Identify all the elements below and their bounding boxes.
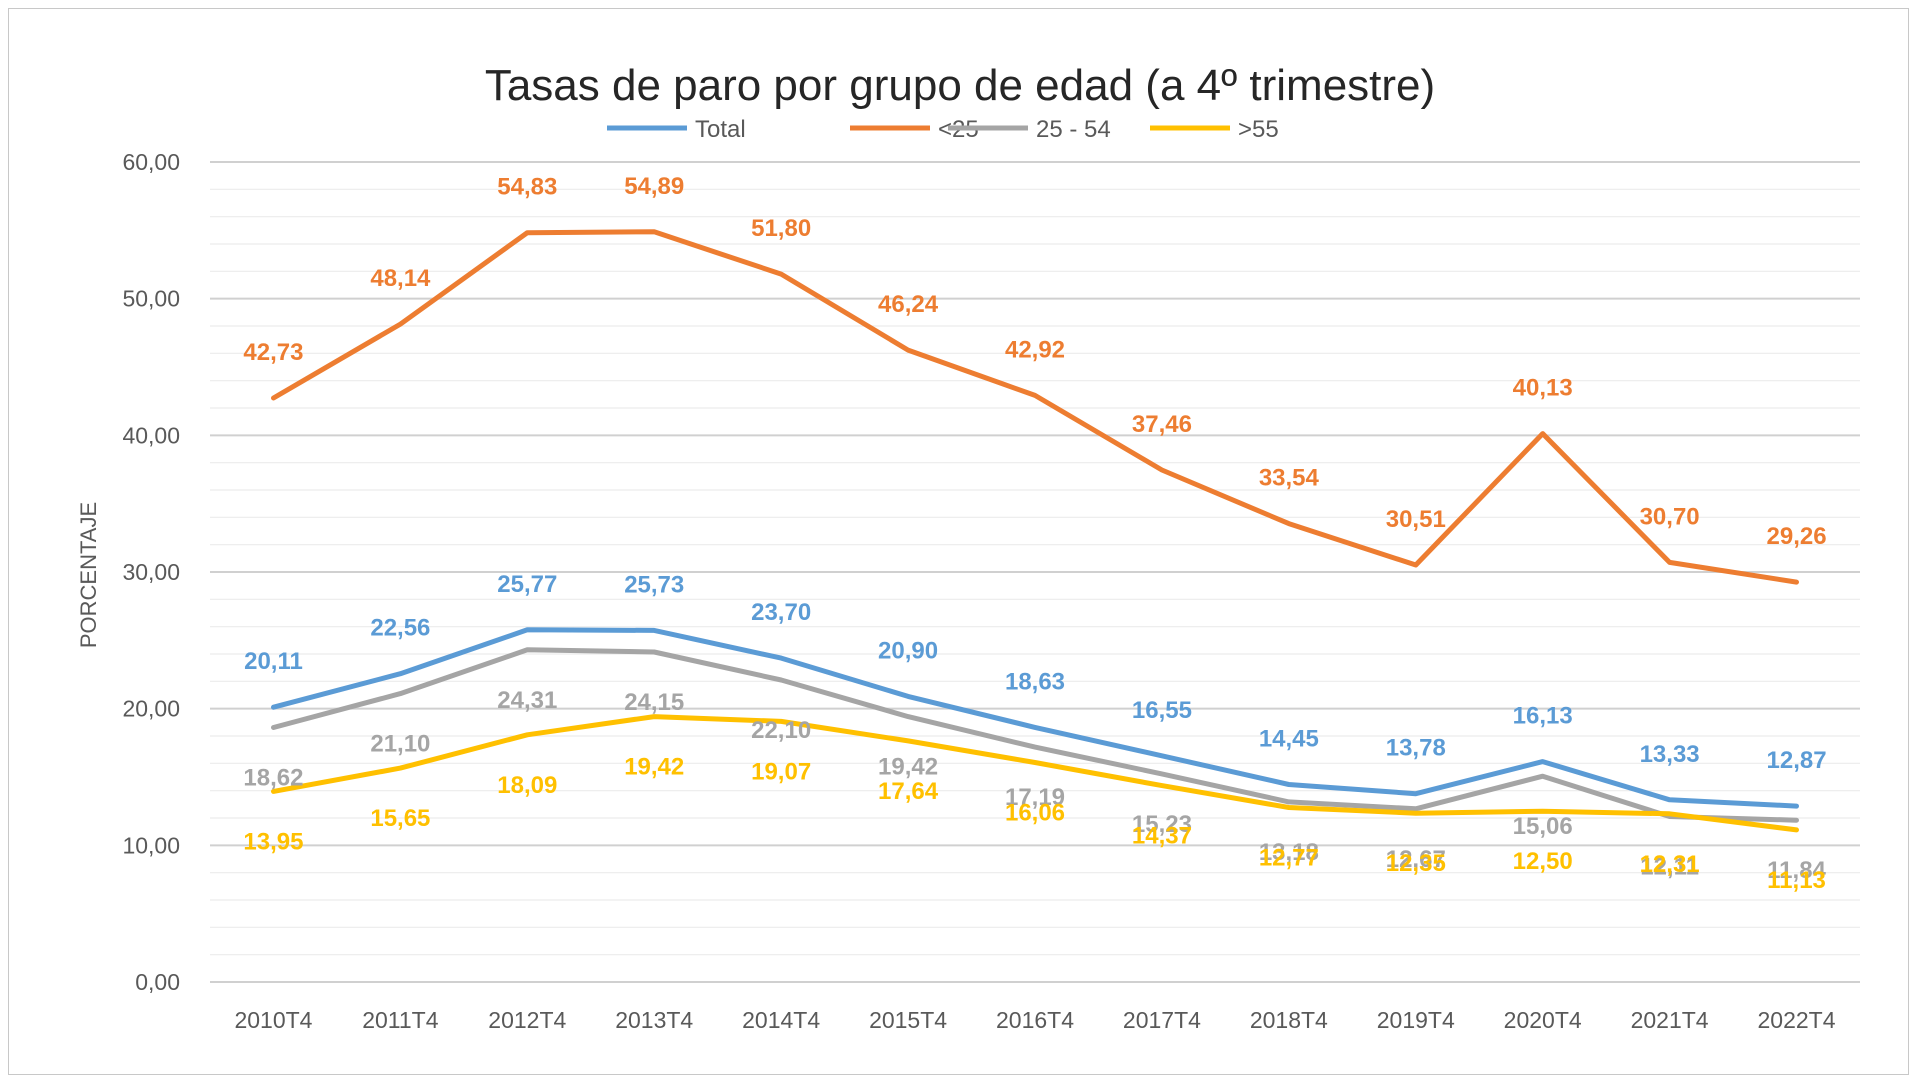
y-tick-label: 60,00 — [122, 149, 180, 175]
legend-entry: Total — [695, 116, 746, 143]
chart-title: Tasas de paro por grupo de edad (a 4º tr… — [485, 61, 1435, 110]
data-label: 18,62 — [243, 765, 303, 792]
data-label: 15,65 — [370, 805, 430, 832]
data-label: 20,11 — [244, 648, 303, 675]
data-label: 14,37 — [1132, 823, 1192, 850]
data-label: 46,24 — [878, 291, 939, 318]
data-label: 12,50 — [1513, 848, 1573, 875]
data-labels: 20,11 22,56 25,77 25,73 23,70 20,90 18,63 16,55… — [243, 173, 1826, 894]
data-label: 12,11 — [1640, 853, 1699, 880]
data-label: 54,89 — [624, 173, 684, 200]
y-tick-label: 20,00 — [122, 696, 180, 722]
data-label: 16,55 — [1132, 697, 1192, 724]
data-label: 12,31 — [1640, 851, 1700, 878]
x-tick-label: 2013T4 — [615, 1007, 693, 1033]
data-label: 51,80 — [751, 215, 811, 242]
data-label: 13,95 — [243, 828, 303, 855]
y-tick-label: 30,00 — [122, 559, 180, 585]
x-tick-label: 2014T4 — [742, 1007, 820, 1033]
data-label: 29,26 — [1767, 523, 1827, 550]
y-tick-label: 0,00 — [135, 969, 180, 995]
data-label: 24,31 — [497, 687, 557, 714]
x-tick-label: 2017T4 — [1123, 1007, 1201, 1033]
data-label: 22,10 — [751, 717, 811, 744]
data-label: 42,73 — [243, 339, 303, 366]
x-tick-label: 2022T4 — [1758, 1007, 1836, 1033]
legend: Total<2525 - 54>55 — [607, 116, 1279, 143]
data-label: 25,77 — [497, 571, 557, 598]
y-tick-label: 50,00 — [122, 286, 180, 312]
x-tick-label: 2020T4 — [1504, 1007, 1582, 1033]
data-label: 18,63 — [1005, 668, 1065, 695]
data-label: 15,06 — [1513, 813, 1573, 840]
y-tick-label: 40,00 — [122, 422, 180, 448]
data-label: 12,77 — [1259, 844, 1319, 871]
data-label: 13,18 — [1259, 839, 1319, 866]
data-label: 24,15 — [624, 689, 684, 716]
data-label: 16,13 — [1513, 703, 1573, 730]
x-tick-label: 2010T4 — [234, 1007, 312, 1033]
data-label: 48,14 — [370, 265, 431, 292]
data-label: 17,64 — [878, 778, 939, 805]
y-axis-ticks: 0,00 10,00 20,00 30,00 40,00 50,00 60,00 — [122, 149, 180, 995]
data-label: 17,19 — [1005, 784, 1065, 811]
data-label: 54,83 — [497, 174, 557, 201]
legend-entry: 25 - 54 — [1036, 116, 1111, 143]
series-line — [271, 627, 1799, 809]
x-tick-label: 2016T4 — [996, 1007, 1074, 1033]
data-label: 18,09 — [497, 772, 557, 799]
data-label: 14,45 — [1259, 726, 1319, 753]
x-tick-label: 2011T4 — [362, 1007, 439, 1033]
data-label: 25,73 — [624, 571, 684, 598]
chart-frame — [8, 8, 1909, 1075]
data-label: 13,78 — [1386, 735, 1446, 762]
data-label: 11,84 — [1767, 857, 1826, 884]
data-label: 12,67 — [1386, 846, 1446, 873]
series-line — [271, 647, 1799, 823]
series-lines — [271, 229, 1799, 833]
data-label: 30,51 — [1386, 506, 1446, 533]
data-label: 15,23 — [1132, 811, 1192, 838]
x-tick-label: 2018T4 — [1250, 1007, 1328, 1033]
x-tick-label: 2012T4 — [488, 1007, 566, 1033]
data-label: 11,13 — [1767, 867, 1826, 894]
gridlines — [210, 161, 1860, 983]
data-label: 21,10 — [370, 731, 430, 758]
data-label: 33,54 — [1259, 465, 1320, 492]
data-label: 20,90 — [878, 637, 938, 664]
data-label: 22,56 — [370, 615, 430, 642]
legend-entry: >55 — [1238, 116, 1279, 143]
x-axis-ticks: 2010T4 2011T4 2012T4 2013T4 2014T4 2015T4 2016… — [234, 1007, 1835, 1033]
data-label: 19,07 — [751, 758, 811, 785]
data-label: 12,87 — [1767, 747, 1827, 774]
x-tick-label: 2019T4 — [1377, 1007, 1455, 1033]
y-tick-label: 10,00 — [122, 832, 180, 858]
series-line — [271, 714, 1799, 833]
data-label: 30,70 — [1640, 503, 1700, 530]
x-tick-label: 2021T4 — [1631, 1007, 1709, 1033]
data-label: 13,33 — [1640, 741, 1700, 768]
series-line — [271, 229, 1799, 585]
data-label: 40,13 — [1513, 375, 1573, 402]
y-axis-title: PORCENTAJE — [76, 502, 101, 648]
data-label: 19,42 — [624, 754, 684, 781]
data-label: 19,42 — [878, 754, 938, 781]
data-label: 16,06 — [1005, 800, 1065, 827]
data-label: 37,46 — [1132, 411, 1192, 438]
x-tick-label: 2015T4 — [869, 1007, 947, 1033]
data-label: 42,92 — [1005, 336, 1065, 363]
data-label: 23,70 — [751, 599, 811, 626]
data-label: 12,35 — [1386, 850, 1446, 877]
